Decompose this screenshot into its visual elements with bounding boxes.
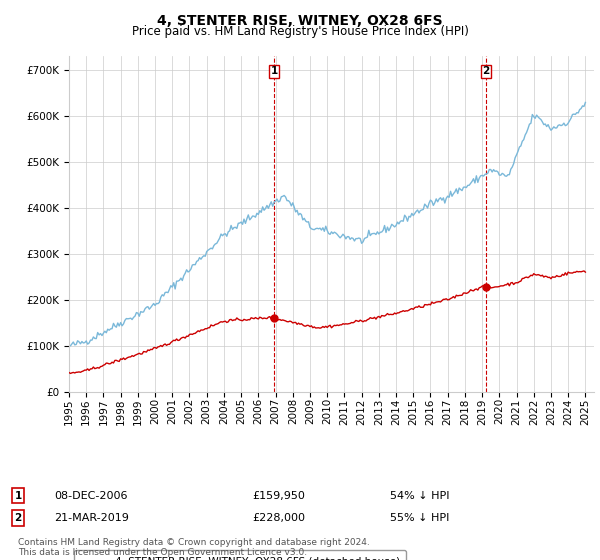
Text: 21-MAR-2019: 21-MAR-2019 [54,513,129,523]
Text: Contains HM Land Registry data © Crown copyright and database right 2024.
This d: Contains HM Land Registry data © Crown c… [18,538,370,557]
Text: £228,000: £228,000 [252,513,305,523]
Text: 54% ↓ HPI: 54% ↓ HPI [390,491,449,501]
Text: 1: 1 [271,66,278,76]
Text: 1: 1 [14,491,22,501]
Text: 55% ↓ HPI: 55% ↓ HPI [390,513,449,523]
Text: 2: 2 [482,66,490,76]
Text: £159,950: £159,950 [252,491,305,501]
Text: 4, STENTER RISE, WITNEY, OX28 6FS: 4, STENTER RISE, WITNEY, OX28 6FS [157,14,443,28]
Text: 08-DEC-2006: 08-DEC-2006 [54,491,128,501]
Legend: 4, STENTER RISE, WITNEY, OX28 6FS (detached house), HPI: Average price, detached: 4, STENTER RISE, WITNEY, OX28 6FS (detac… [74,550,406,560]
Text: Price paid vs. HM Land Registry's House Price Index (HPI): Price paid vs. HM Land Registry's House … [131,25,469,38]
Text: 2: 2 [14,513,22,523]
